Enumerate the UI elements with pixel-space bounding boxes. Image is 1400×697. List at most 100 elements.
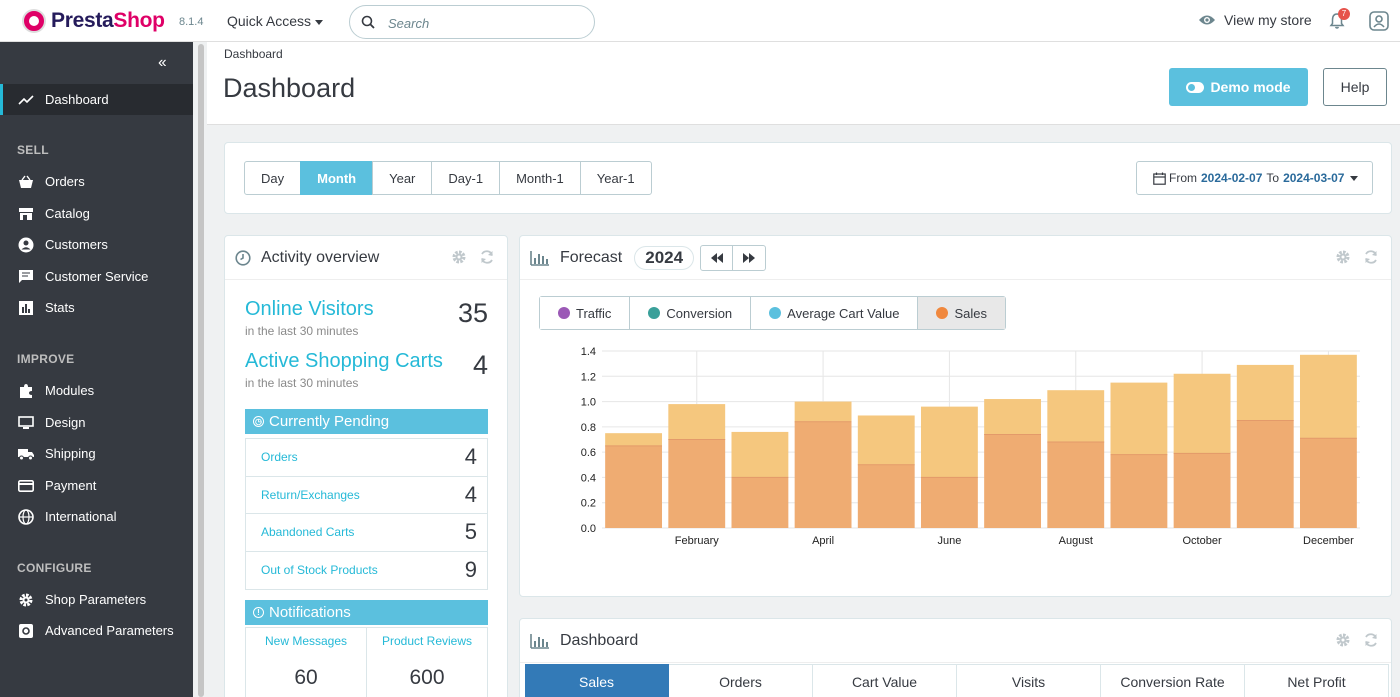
brand-name-a: Presta bbox=[51, 9, 114, 32]
sidebar-item-advanced-parameters[interactable]: Advanced Parameters bbox=[0, 615, 193, 646]
period-month-1-button[interactable]: Month-1 bbox=[499, 161, 581, 195]
to-label: To bbox=[1266, 171, 1280, 185]
user-account-icon[interactable] bbox=[1369, 11, 1389, 36]
refresh-icon[interactable] bbox=[1363, 249, 1379, 265]
product-reviews-cell[interactable]: Product Reviews 600 bbox=[367, 628, 487, 697]
sidebar-section-sell: SELL bbox=[17, 143, 49, 157]
dashboard-kpi-panel: Dashboard Sales Orders Cart Value Visits… bbox=[519, 618, 1392, 697]
tab-cart-value[interactable]: Cart Value bbox=[813, 664, 957, 697]
x-tick-label: February bbox=[675, 535, 720, 547]
demo-mode-label: Demo mode bbox=[1210, 79, 1291, 95]
sidebar-item-shipping[interactable]: Shipping bbox=[0, 438, 193, 469]
tab-visits[interactable]: Visits bbox=[957, 664, 1101, 697]
tab-orders[interactable]: Orders bbox=[669, 664, 813, 697]
forecast-bar bbox=[920, 406, 978, 478]
sales-bar bbox=[1173, 453, 1231, 528]
legend-dot bbox=[936, 307, 949, 319]
refresh-icon[interactable] bbox=[1363, 632, 1379, 648]
sidebar-item-customer-service[interactable]: Customer Service bbox=[0, 261, 193, 292]
chat-icon bbox=[17, 268, 35, 286]
sidebar-item-dashboard[interactable]: Dashboard bbox=[0, 84, 193, 115]
pending-list: Orders 4 Return/Exchanges 4 Abandoned Ca… bbox=[245, 438, 488, 590]
globe-icon bbox=[17, 508, 35, 526]
sidebar-item-catalog[interactable]: Catalog bbox=[0, 198, 193, 229]
breadcrumb[interactable]: Dashboard bbox=[224, 47, 283, 61]
collapse-sidebar-icon[interactable]: ‹‹ bbox=[158, 54, 167, 71]
sidebar-item-modules[interactable]: Modules bbox=[0, 375, 193, 406]
legend-conversion-tab[interactable]: Conversion bbox=[630, 297, 752, 329]
sidebar-item-label: Modules bbox=[45, 383, 95, 398]
gear-icon bbox=[17, 591, 35, 609]
from-date: 2024-02-07 bbox=[1201, 171, 1263, 185]
sales-bar bbox=[1047, 442, 1105, 528]
sidebar-item-payment[interactable]: Payment bbox=[0, 470, 193, 501]
date-range-picker[interactable]: From 2024-02-07 To 2024-03-07 bbox=[1136, 161, 1373, 195]
period-year-button[interactable]: Year bbox=[372, 161, 433, 195]
previous-year-icon[interactable] bbox=[701, 245, 734, 270]
online-visitors-label[interactable]: Online Visitors bbox=[245, 298, 374, 320]
help-button[interactable]: Help bbox=[1323, 68, 1387, 106]
sales-bar bbox=[731, 477, 789, 528]
configure-gear-icon[interactable] bbox=[1335, 249, 1351, 265]
tab-sales[interactable]: Sales bbox=[525, 664, 669, 697]
sidebar-scrollbar[interactable] bbox=[198, 44, 204, 697]
sales-bar bbox=[668, 439, 726, 528]
sidebar-item-customers[interactable]: Customers bbox=[0, 229, 193, 260]
period-year-1-button[interactable]: Year-1 bbox=[579, 161, 652, 195]
new-messages-cell[interactable]: New Messages 60 bbox=[246, 628, 367, 697]
forecast-chart: 0.0 0.2 0.4 0.6 0.8 1.0 1.2 1.4 February April Jun… bbox=[581, 346, 1360, 547]
forecast-bar bbox=[731, 431, 789, 478]
caret-down-icon bbox=[1350, 175, 1359, 181]
pending-label: Abandoned Carts bbox=[261, 525, 355, 540]
pending-value: 4 bbox=[464, 481, 477, 507]
refresh-icon[interactable] bbox=[479, 249, 495, 265]
forecast-panel: Forecast 2024 Traffic Conversion Average… bbox=[519, 235, 1392, 597]
notifications-bell[interactable]: 7 bbox=[1328, 8, 1350, 35]
sidebar-item-international[interactable]: International bbox=[0, 501, 193, 532]
forecast-bar bbox=[1173, 373, 1231, 454]
configure-gear-icon[interactable] bbox=[1335, 632, 1351, 648]
quick-access-dropdown[interactable]: Quick Access bbox=[227, 13, 324, 29]
notifications-header: ! Notifications bbox=[245, 600, 488, 625]
view-my-store-label: View my store bbox=[1224, 12, 1312, 28]
period-month-button[interactable]: Month bbox=[300, 161, 374, 195]
search-input[interactable] bbox=[388, 13, 578, 33]
notifications-title: Notifications bbox=[269, 604, 351, 621]
kpi-tabs: Sales Orders Cart Value Visits Conversio… bbox=[525, 664, 1389, 697]
desktop-icon bbox=[17, 414, 35, 432]
period-day-button[interactable]: Day bbox=[244, 161, 302, 195]
pending-value: 4 bbox=[464, 444, 477, 470]
sidebar-item-label: Orders bbox=[45, 174, 85, 189]
sidebar-item-stats[interactable]: Stats bbox=[0, 292, 193, 323]
dashboard-kpi-title: Dashboard bbox=[560, 631, 639, 649]
pending-out-of-stock-row[interactable]: Out of Stock Products 9 bbox=[246, 552, 487, 590]
store-icon bbox=[17, 205, 35, 223]
x-tick-label: June bbox=[937, 535, 961, 547]
search-box[interactable] bbox=[349, 5, 595, 39]
legend-average-cart-value-tab[interactable]: Average Cart Value bbox=[751, 297, 919, 329]
pending-abandoned-carts-row[interactable]: Abandoned Carts 5 bbox=[246, 514, 487, 552]
page-title: Dashboard bbox=[223, 73, 356, 103]
prestashop-logo[interactable]: PrestaShop bbox=[22, 9, 165, 33]
exclamation-icon: ! bbox=[253, 607, 264, 618]
x-tick-label: December bbox=[1303, 535, 1354, 547]
pending-returns-row[interactable]: Return/Exchanges 4 bbox=[246, 477, 487, 514]
sidebar-item-design[interactable]: Design bbox=[0, 407, 193, 438]
active-carts-label[interactable]: Active Shopping Carts bbox=[245, 350, 443, 372]
sidebar-item-shop-parameters[interactable]: Shop Parameters bbox=[0, 584, 193, 615]
legend-sales-tab[interactable]: Sales bbox=[918, 297, 1005, 329]
period-day-1-button[interactable]: Day-1 bbox=[431, 161, 501, 195]
tab-net-profit[interactable]: Net Profit bbox=[1245, 664, 1389, 697]
credit-card-icon bbox=[17, 477, 35, 495]
configure-gear-icon[interactable] bbox=[451, 249, 467, 265]
next-year-icon[interactable] bbox=[733, 246, 765, 270]
legend-traffic-tab[interactable]: Traffic bbox=[540, 297, 631, 329]
demo-mode-button[interactable]: Demo mode bbox=[1169, 68, 1308, 106]
tab-conversion-rate[interactable]: Conversion Rate bbox=[1101, 664, 1245, 697]
sidebar-item-orders[interactable]: Orders bbox=[0, 166, 193, 197]
active-carts-metric: Active Shopping Carts in the last 30 min… bbox=[245, 350, 488, 390]
activity-overview-title: Activity overview bbox=[261, 248, 380, 266]
sidebar-item-label: Shop Parameters bbox=[45, 592, 147, 607]
view-my-store-link[interactable]: View my store bbox=[1198, 12, 1312, 28]
pending-orders-row[interactable]: Orders 4 bbox=[246, 439, 487, 477]
